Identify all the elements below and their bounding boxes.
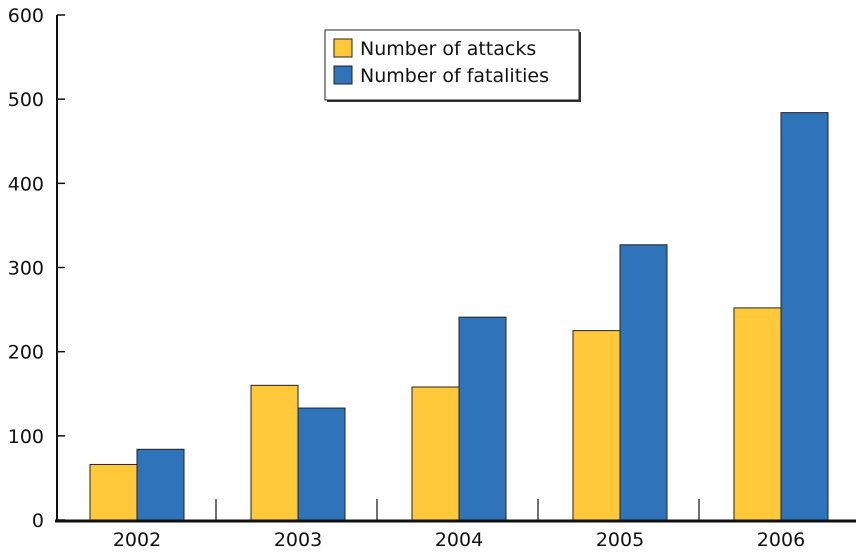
legend-label-attacks: Number of attacks: [360, 38, 536, 60]
legend-label-fatalities: Number of fatalities: [360, 65, 549, 87]
bar-attacks-2003: [250, 384, 299, 521]
legend-swatch-fatalities: [333, 65, 353, 85]
bar-attacks-2002: [89, 463, 138, 521]
bar-fatalities-2004: [458, 316, 507, 521]
y-tick-label: 500: [8, 89, 44, 111]
y-tick-label: 0: [32, 510, 44, 532]
y-tick-label: 400: [8, 173, 44, 195]
bar-attacks-2006: [733, 307, 782, 521]
y-tick-label: 300: [8, 258, 44, 280]
x-tick-label: 2003: [274, 529, 322, 551]
axes-layer: 0 100 200 300 400 500 600 2002 2003 2004 2005 2006: [8, 5, 856, 551]
bar-fatalities-2002: [136, 448, 185, 521]
legend-swatch-attacks: [333, 38, 353, 58]
bars-layer: [89, 112, 829, 521]
x-tick-label: 2005: [596, 529, 644, 551]
y-tick-label: 200: [8, 342, 44, 364]
y-tick-label: 600: [8, 5, 44, 27]
x-tick-label: 2002: [113, 529, 161, 551]
bar-attacks-2005: [572, 330, 621, 521]
y-tick-label: 100: [8, 426, 44, 448]
bar-attacks-2004: [411, 386, 460, 521]
bar-fatalities-2003: [297, 407, 346, 521]
x-tick-label: 2004: [435, 529, 483, 551]
legend-box: [324, 29, 580, 101]
bar-fatalities-2005: [619, 244, 668, 521]
legend: Number of attacks Number of fatalities: [324, 29, 581, 102]
bar-fatalities-2006: [780, 112, 829, 521]
x-tick-label: 2006: [757, 529, 805, 551]
